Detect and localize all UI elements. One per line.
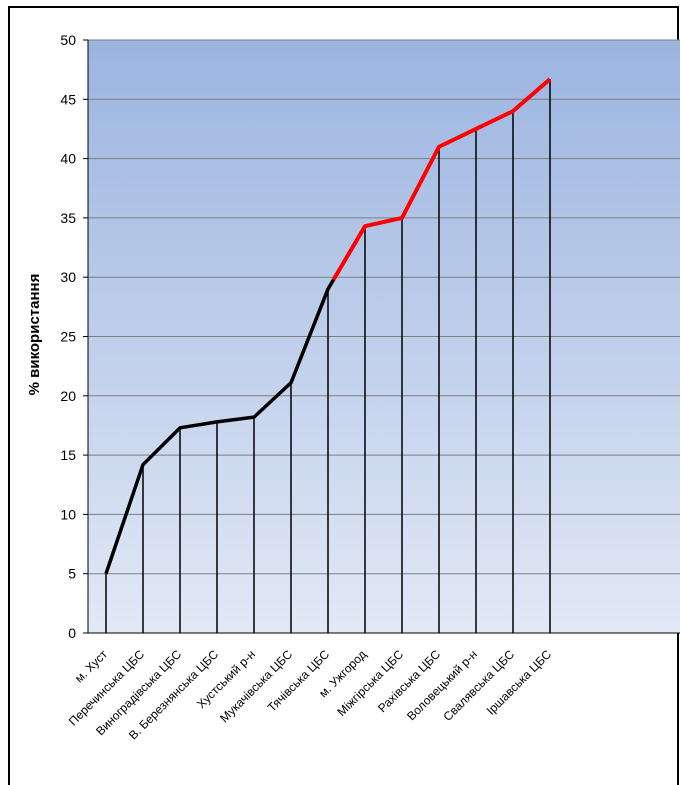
y-tick-label: 25: [60, 329, 76, 345]
series-line: [104, 77, 552, 575]
series-line-highlight: [331, 77, 552, 281]
y-axis: 0 5 10 15 20 25 30 35 40 45 50: [60, 32, 89, 641]
gridlines: [88, 39, 680, 634]
y-tick-label: 45: [60, 91, 76, 107]
y-tick-label: 0: [68, 625, 76, 641]
y-tick-label: 35: [60, 210, 76, 226]
y-tick-label: 5: [68, 566, 76, 582]
x-tick-label: Міжгірська ЦБС: [334, 647, 406, 719]
x-tick-label: Іршавська ЦБС: [484, 647, 555, 718]
series-line-segment: [104, 278, 336, 575]
y-tick-label: 15: [60, 447, 76, 463]
y-tick-label: 50: [60, 32, 76, 48]
y-tick-label: 10: [60, 506, 76, 522]
y-axis-title: % використання: [26, 274, 43, 396]
drop-lines: [105, 79, 551, 633]
y-tick-label: 30: [60, 269, 76, 285]
y-tick-label: 20: [60, 388, 76, 404]
y-tick-label: 40: [60, 151, 76, 167]
